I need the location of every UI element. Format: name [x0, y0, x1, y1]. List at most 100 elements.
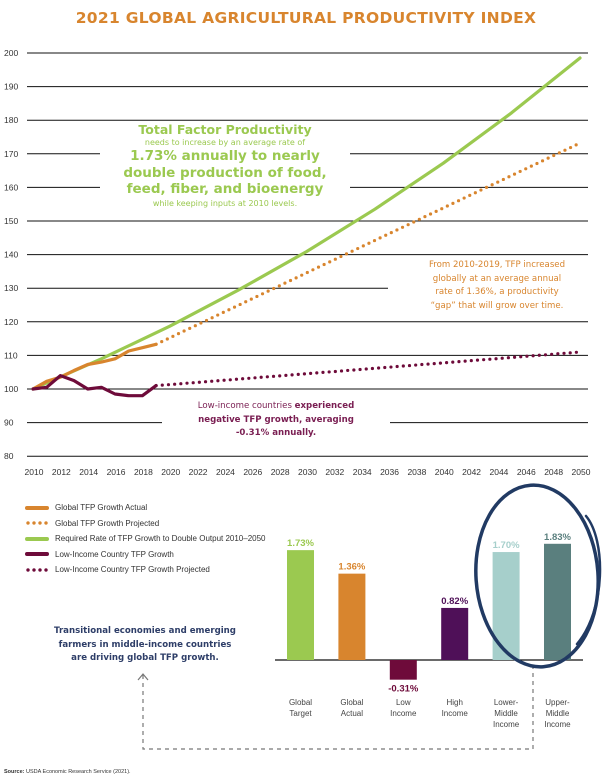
x-tick-label: 2046: [517, 467, 536, 477]
y-axis-ticks: 200 190 180 170 160 150 140 130 120 110 100 90 80: [4, 48, 18, 461]
x-tick-label: 2032: [325, 467, 344, 477]
bar-category-label: Low: [396, 698, 411, 707]
trans-line-2: farmers in middle-income countries: [58, 639, 232, 650]
y-tick-label: 120: [4, 317, 18, 327]
legend-label: Low-Income Country TFP Growth Projected: [55, 565, 210, 575]
x-tick-label: 2022: [189, 467, 208, 477]
dashed-connector: [137, 662, 534, 750]
x-tick-label: 2038: [407, 467, 426, 477]
bar-value-label: 1.70%: [493, 540, 520, 551]
bar-category-label: Global: [340, 698, 363, 707]
x-tick-label: 2020: [161, 467, 180, 477]
x-tick-label: 2042: [462, 467, 481, 477]
y-tick-label: 130: [4, 283, 18, 293]
legend-item: Low-Income Country TFP Growth: [25, 547, 266, 563]
trans-line-3: are driving global TFP growth.: [71, 653, 219, 663]
low-line-2: negative TFP growth, averaging: [198, 414, 354, 425]
legend-item: Low-Income Country TFP Growth Projected: [25, 562, 266, 578]
bar-category-label: Upper-: [545, 698, 570, 707]
x-tick-label: 2048: [544, 467, 563, 477]
legend-label: Global TFP Growth Actual: [55, 503, 148, 513]
highlight-ellipse: [474, 483, 600, 669]
trans-line-1: Transitional economies and emerging: [54, 626, 236, 636]
bar-global-actual: [338, 573, 366, 660]
productivity-gap-annotation: From 2010-2019, TFP increased globally a…: [388, 259, 606, 313]
y-tick-label: 170: [4, 149, 18, 159]
bar-value-label: 1.36%: [338, 562, 365, 573]
series-lines: [31, 56, 582, 398]
x-tick-label: 2014: [79, 467, 98, 477]
y-tick-label: 190: [4, 82, 18, 92]
bar-category-label: Income: [493, 720, 520, 729]
highlight-stroke: [575, 514, 602, 646]
tfp-heading: Total Factor Productivity: [138, 122, 312, 137]
y-tick-label: 110: [4, 350, 18, 360]
x-tick-label: 2024: [216, 467, 235, 477]
x-tick-label: 2030: [298, 467, 317, 477]
x-tick-label: 2044: [489, 467, 508, 477]
bar-category-label: Lower-: [494, 698, 519, 707]
series-line-required-rate-of-tfp-growth-to-double-output-2010-2050: [31, 56, 582, 391]
legend-swatch: [25, 505, 49, 510]
y-tick-label: 80: [4, 451, 14, 461]
x-tick-label: 2034: [353, 467, 372, 477]
x-tick-label: 2016: [107, 467, 126, 477]
x-tick-label: 2040: [435, 467, 454, 477]
y-tick-label: 160: [4, 182, 18, 192]
low-line-3: -0.31% annually.: [235, 428, 317, 438]
legend-label: Global TFP Growth Projected: [55, 518, 160, 528]
series-line-global-tfp-growth-projected: [154, 141, 582, 346]
gridlines: [27, 52, 588, 457]
legend-item: Required Rate of TFP Growth to Double Ou…: [25, 531, 266, 547]
legend-label: Low-Income Country TFP Growth: [55, 549, 174, 559]
bar-category-label: High: [446, 698, 462, 707]
bar-chart: 1.73% Global Target 1.36% Global Actual -0.31%…: [275, 532, 583, 729]
low-income-annotation: Low-income countries experienced negativ…: [162, 400, 390, 441]
bar-low-income: [389, 660, 417, 680]
legend-swatch: [25, 536, 49, 541]
gap-line-4: “gap” that will grow over time.: [430, 300, 564, 311]
bar-category-label: Global: [289, 698, 312, 707]
bar-high-income: [441, 607, 469, 660]
bar-category-label: Actual: [341, 709, 363, 718]
source-note: Source: USDA Economic Research Service (…: [4, 769, 131, 775]
gap-line-3: rate of 1.36%, a productivity: [435, 287, 559, 297]
arrow-up-icon: [137, 673, 149, 681]
series-line-low-income-country-tfp-growth-projected: [154, 350, 582, 388]
bar-global-target: [287, 550, 314, 660]
tfp-bold2: double production of food,: [123, 164, 327, 181]
bar-value-label: 1.83%: [544, 532, 571, 543]
bar-category-label: Middle: [546, 709, 570, 718]
x-tick-label: 2050: [572, 467, 591, 477]
chart-title: 2021 GLOBAL AGRICULTURAL PRODUCTIVITY IN…: [75, 9, 537, 27]
bar-category-label: Target: [289, 709, 312, 718]
tfp-sub2: while keeping inputs at 2010 levels.: [152, 198, 298, 208]
y-tick-label: 180: [4, 115, 18, 125]
connector-line: [142, 662, 534, 750]
legend-swatch: [25, 552, 49, 557]
low-line-1b: experienced: [294, 401, 355, 411]
gap-line-2: globally at an average annual: [432, 273, 562, 284]
x-tick-label: 2026: [243, 467, 262, 477]
y-tick-label: 90: [4, 418, 14, 428]
transitional-economies-annotation: Transitional economies and emerging farm…: [40, 625, 250, 666]
x-tick-label: 2012: [52, 467, 71, 477]
bar-upper-middle-income: [544, 543, 571, 660]
tfp-sub1: needs to increase by an average rate of: [144, 138, 306, 147]
gap-line-1: From 2010-2019, TFP increased: [428, 260, 566, 270]
bar-value-label: -0.31%: [388, 684, 419, 695]
legend-swatch: [25, 521, 49, 526]
x-tick-label: 2010: [25, 467, 44, 477]
y-tick-label: 200: [4, 48, 18, 58]
x-axis-ticks: 2010 2012 2014 2016 2018 2020 2022 2024 2026 2028…: [25, 467, 591, 477]
x-tick-label: 2018: [134, 467, 153, 477]
x-tick-label: 2028: [271, 467, 290, 477]
legend-label: Required Rate of TFP Growth to Double Ou…: [55, 534, 266, 544]
bar-category-label: Middle: [494, 709, 518, 718]
series-line-global-tfp-growth-actual: [31, 342, 158, 391]
bar-lower-middle-income: [492, 552, 520, 660]
bar-value-label: 1.73%: [287, 538, 314, 549]
tfp-bold3: feed, fiber, and bioenergy: [126, 181, 324, 197]
y-tick-label: 140: [4, 250, 18, 260]
source-text: USDA Economic Research Service (2021).: [26, 769, 131, 775]
